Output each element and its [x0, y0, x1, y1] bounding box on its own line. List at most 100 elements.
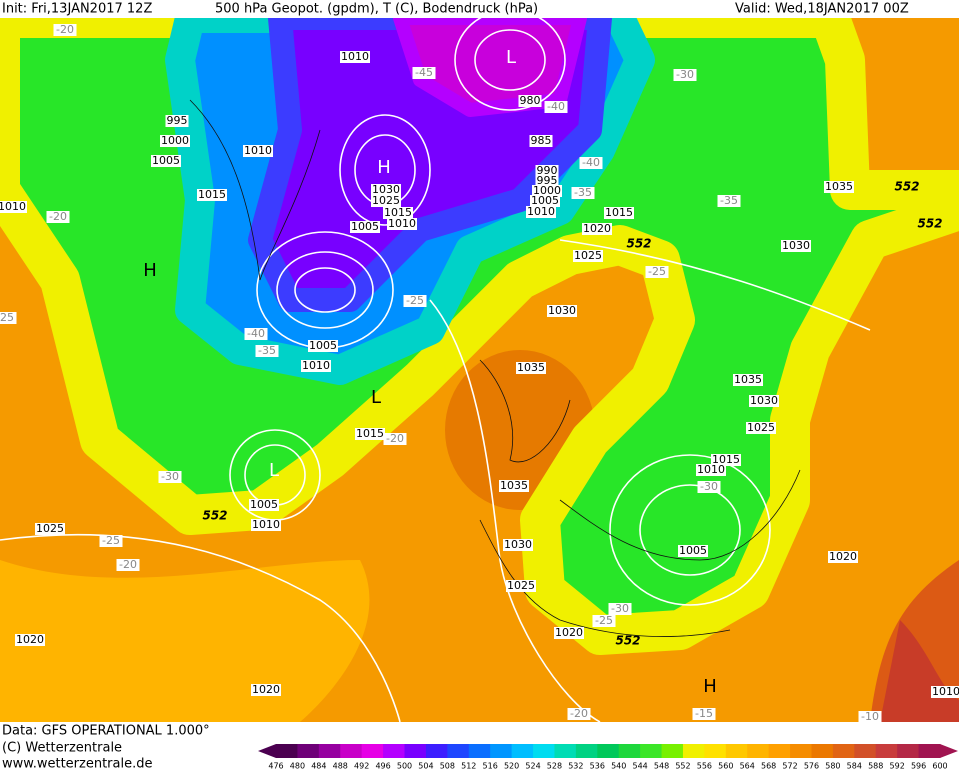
pressure-label-box — [249, 499, 279, 511]
colorbar-label: 516 — [483, 762, 498, 771]
colorbar-swatch — [618, 744, 641, 758]
temperature-label-box — [412, 67, 436, 79]
temperature-label-box — [697, 481, 721, 493]
colorbar-swatch — [490, 744, 513, 758]
pressure-label: 1010 — [302, 359, 330, 372]
pressure-label-box — [749, 395, 779, 407]
colorbar-swatch — [533, 744, 555, 758]
geopotential-label: 552 — [202, 509, 227, 523]
pressure-label-box — [165, 115, 189, 127]
colorbar-label: 528 — [547, 762, 562, 771]
pressure-label-box — [15, 634, 45, 646]
temperature-label: -40 — [547, 100, 565, 113]
pressure-label: 1005 — [679, 544, 707, 557]
pressure-label-box — [308, 340, 338, 352]
pressure-label: 1015 — [356, 427, 384, 440]
pressure-label-box — [251, 519, 281, 531]
temperature-label-box — [53, 24, 77, 36]
colorbar-label: 596 — [911, 762, 926, 771]
temperature-label: -10 — [861, 710, 879, 723]
pressure-label: 1010 — [244, 144, 272, 157]
colorbar-label: 564 — [740, 762, 755, 771]
colorbar-label: 588 — [868, 762, 883, 771]
pressure-center: H — [703, 676, 717, 697]
temperature-label: -40 — [582, 156, 600, 169]
colorbar-swatch — [404, 744, 427, 758]
temperature-label-box — [692, 708, 716, 720]
colorbar-swatch — [511, 744, 534, 758]
pressure-label-box — [151, 155, 181, 167]
pressure-label: 1020 — [829, 550, 857, 563]
colorbar-label: 576 — [804, 762, 819, 771]
pressure-label-box — [35, 523, 65, 535]
pressure-label: 1015 — [198, 188, 226, 201]
colorbar-swatch — [318, 744, 341, 758]
geopotential-label: 552 — [615, 634, 640, 648]
colorbar-swatch — [768, 744, 791, 758]
valid-time: Valid: Wed,18JAN2017 00Z — [735, 2, 909, 17]
temperature-label-box — [0, 312, 17, 324]
pressure-label: 1015 — [384, 206, 412, 219]
pressure-label: 1005 — [309, 339, 337, 352]
pressure-label: 1020 — [583, 222, 611, 235]
pressure-label: 995 — [537, 174, 558, 187]
pressure-label: 1030 — [548, 304, 576, 317]
pressure-label: 1030 — [782, 239, 810, 252]
pressure-label-box — [824, 181, 854, 193]
pressure-label-box — [696, 464, 726, 476]
pressure-label-box — [160, 135, 190, 147]
temperature-label: -30 — [611, 602, 629, 615]
pressure-center: H — [377, 157, 391, 178]
pressure-label: 1010 — [252, 518, 280, 531]
pressure-label: 1030 — [372, 183, 400, 196]
colorbar-swatch — [276, 744, 298, 758]
temperature-label: -20 — [119, 558, 137, 571]
pressure-label-box — [604, 207, 634, 219]
colorbar-label: 548 — [654, 762, 669, 771]
temperature-label-box — [46, 211, 70, 223]
pressure-label: 1005 — [152, 154, 180, 167]
colorbar-swatch — [597, 744, 620, 758]
temperature-label-box — [99, 535, 123, 547]
temperature-label: -35 — [574, 186, 592, 199]
pressure-label: 1000 — [161, 134, 189, 147]
colorbar-swatch — [554, 744, 577, 758]
temperature-label-box — [858, 711, 882, 722]
pressure-label: 1030 — [750, 394, 778, 407]
pressure-label: 1035 — [825, 180, 853, 193]
colorbar-swatch — [640, 744, 663, 758]
pressure-label: 1020 — [16, 633, 44, 646]
temperature-label: -35 — [720, 194, 738, 207]
pressure-label: 1025 — [36, 522, 64, 535]
colorbar-swatch — [790, 744, 812, 758]
colorbar-label: 508 — [440, 762, 455, 771]
pressure-label: 1000 — [533, 184, 561, 197]
temperature-label-box — [244, 328, 268, 340]
colorbar-swatch — [447, 744, 470, 758]
map-field: 1010995100010051010101510101030102510151… — [0, 18, 959, 723]
colorbar-swatch — [682, 744, 705, 758]
colorbar-swatch — [297, 744, 320, 758]
pressure-label-box — [340, 51, 370, 63]
pressure-label-box — [781, 240, 811, 252]
pressure-label: 1020 — [252, 683, 280, 696]
pressure-label-box — [526, 206, 556, 218]
pressure-label: 1035 — [734, 373, 762, 386]
temperature-label-box — [403, 295, 427, 307]
temperature-label-box — [645, 266, 669, 278]
colorbar-label: 504 — [418, 762, 433, 771]
pressure-label-box — [503, 539, 533, 551]
colorbar-label: 544 — [632, 762, 647, 771]
copyright: (C) Wetterzentrale — [2, 741, 122, 756]
colorbar-label: 584 — [847, 762, 862, 771]
pressure-label-box — [355, 428, 385, 440]
pressure-center: L — [269, 460, 279, 481]
pressure-label: 1025 — [747, 421, 775, 434]
pressure-label-box — [0, 201, 27, 213]
pressure-label-box — [554, 627, 584, 639]
temperature-label: -20 — [386, 432, 404, 445]
pressure-label: 1015 — [712, 453, 740, 466]
colorbar-label: 484 — [311, 762, 326, 771]
temperature-label-box — [567, 708, 591, 720]
